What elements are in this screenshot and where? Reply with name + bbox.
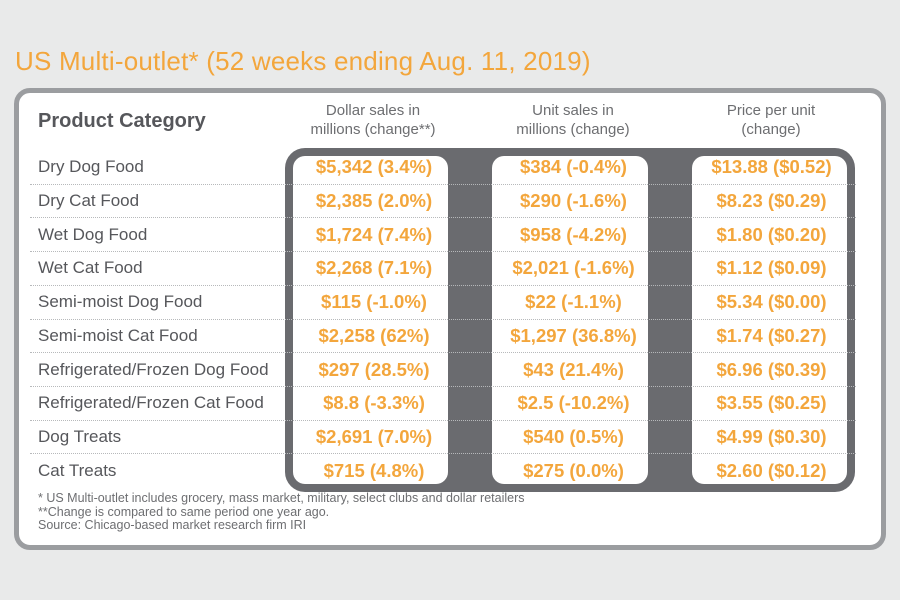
table-row: Refrigerated/Frozen Cat Food $8.8 (-3.3%… xyxy=(30,387,856,421)
product-category-cell: Dry Cat Food xyxy=(38,191,140,211)
unit-sales-cell: $1,297 (36.8%) xyxy=(510,324,637,346)
unit-sales-cell: $43 (21.4%) xyxy=(523,358,624,380)
price-per-unit-cell: $13.88 ($0.52) xyxy=(711,156,832,178)
dollar-sales-cell: $5,342 (3.4%) xyxy=(315,156,433,178)
column-header-product-category: Product Category xyxy=(38,110,206,132)
dollar-sales-cell: $297 (28.5%) xyxy=(318,358,430,380)
table-row: Refrigerated/Frozen Dog Food $297 (28.5%… xyxy=(30,353,856,387)
price-per-unit-box xyxy=(691,156,847,484)
table-row: Semi-moist Cat Food $2,258 (62%) $1,297 … xyxy=(30,320,856,354)
product-category-cell: Semi-moist Dog Food xyxy=(38,292,203,312)
unit-sales-cell: $2.5 (-10.2%) xyxy=(517,392,630,414)
column-header-line2: (change) xyxy=(741,121,801,138)
table-row: Dog Treats $2,691 (7.0%) $540 (0.5%) $4.… xyxy=(30,421,856,455)
table-row: Dry Dog Food $5,342 (3.4%) $384 (-0.4%) … xyxy=(30,151,856,185)
product-category-cell: Cat Treats xyxy=(38,460,117,480)
price-per-unit-cell: $3.55 ($0.25) xyxy=(716,392,827,414)
column-header-line2: millions (change) xyxy=(516,121,630,138)
unit-sales-cell: $2,021 (-1.6%) xyxy=(512,257,635,279)
price-per-unit-cell: $4.99 ($0.30) xyxy=(716,425,827,447)
table-row: Cat Treats $715 (4.8%) $275 (0.0%) $2.60… xyxy=(30,454,856,487)
column-header-price-per-unit: Price per unit (change) xyxy=(671,101,871,139)
unit-sales-box xyxy=(492,156,648,484)
table-row: Semi-moist Dog Food $115 (-1.0%) $22 (-1… xyxy=(30,286,856,320)
footnote-source: Source: Chicago-based market research fi… xyxy=(38,518,307,532)
price-per-unit-cell: $1.80 ($0.20) xyxy=(716,223,827,245)
dollar-sales-cell: $2,691 (7.0%) xyxy=(315,425,433,447)
product-category-cell: Wet Cat Food xyxy=(38,258,143,278)
dollar-sales-cell: $715 (4.8%) xyxy=(323,459,425,481)
product-category-cell: Semi-moist Cat Food xyxy=(38,325,198,345)
dollar-sales-cell: $8.8 (-3.3%) xyxy=(323,392,425,414)
column-header-line1: Unit sales in xyxy=(532,102,614,119)
unit-sales-cell: $958 (-4.2%) xyxy=(520,223,627,245)
price-per-unit-cell: $1.12 ($0.09) xyxy=(716,257,827,279)
dollar-sales-box xyxy=(293,156,449,484)
product-category-cell: Dog Treats xyxy=(38,426,122,446)
column-header-unit-sales: Unit sales in millions (change) xyxy=(473,101,673,139)
price-per-unit-cell: $2.60 ($0.12) xyxy=(716,459,827,481)
unit-sales-cell: $275 (0.0%) xyxy=(523,459,624,481)
table-row: Dry Cat Food $2,385 (2.0%) $290 (-1.6%) … xyxy=(30,185,856,219)
dollar-sales-cell: $2,268 (7.1%) xyxy=(315,257,433,279)
product-category-cell: Dry Dog Food xyxy=(38,157,144,177)
unit-sales-cell: $22 (-1.1%) xyxy=(525,291,622,313)
page-title: US Multi-outlet* (52 weeks ending Aug. 1… xyxy=(15,46,591,76)
column-header-line2: millions (change**) xyxy=(310,121,436,138)
dollar-sales-cell: $2,258 (62%) xyxy=(318,324,430,346)
table-row: Wet Cat Food $2,268 (7.1%) $2,021 (-1.6%… xyxy=(30,252,856,286)
value-columns-frame xyxy=(285,148,855,492)
product-category-cell: Refrigerated/Frozen Dog Food xyxy=(38,359,269,379)
footnote-change-definition: **Change is compared to same period one … xyxy=(38,504,330,519)
dollar-sales-cell: $1,724 (7.4%) xyxy=(315,223,433,245)
unit-sales-cell: $540 (0.5%) xyxy=(523,425,624,447)
dollar-sales-cell: $115 (-1.0%) xyxy=(321,291,427,313)
sales-table-panel: Product Category Dollar sales in million… xyxy=(14,88,886,550)
footnote-multi-outlet-definition: * US Multi-outlet includes grocery, mass… xyxy=(38,491,525,505)
product-category-cell: Wet Dog Food xyxy=(38,224,148,244)
unit-sales-cell: $290 (-1.6%) xyxy=(520,190,627,212)
column-header-dollar-sales: Dollar sales in millions (change**) xyxy=(273,101,473,139)
table-row: Wet Dog Food $1,724 (7.4%) $958 (-4.2%) … xyxy=(30,218,856,253)
price-per-unit-cell: $8.23 ($0.29) xyxy=(716,190,827,212)
column-header-line1: Price per unit xyxy=(726,102,816,119)
column-header-line1: Dollar sales in xyxy=(325,102,421,119)
footnotes: * US Multi-outlet includes grocery, mass… xyxy=(38,491,525,533)
unit-sales-cell: $384 (-0.4%) xyxy=(520,156,627,178)
product-category-cell: Refrigerated/Frozen Cat Food xyxy=(38,393,264,413)
price-per-unit-cell: $5.34 ($0.00) xyxy=(716,291,827,313)
price-per-unit-cell: $6.96 ($0.39) xyxy=(716,358,827,380)
dollar-sales-cell: $2,385 (2.0%) xyxy=(315,190,433,212)
table-body: Dry Dog Food $5,342 (3.4%) $384 (-0.4%) … xyxy=(30,151,856,487)
price-per-unit-cell: $1.74 ($0.27) xyxy=(716,324,827,346)
